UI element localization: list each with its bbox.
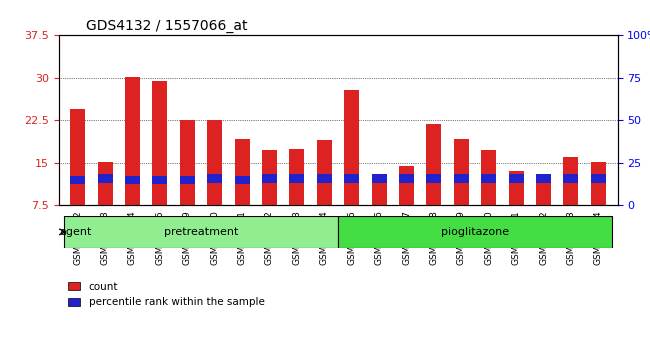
Bar <box>399 174 414 183</box>
Text: agent: agent <box>59 227 92 237</box>
Bar <box>180 120 195 205</box>
Bar <box>235 176 250 184</box>
Bar <box>508 174 524 183</box>
Bar <box>317 140 332 205</box>
Bar <box>64 216 338 248</box>
Bar <box>235 139 250 205</box>
Bar <box>426 174 441 183</box>
Bar <box>152 176 168 184</box>
Bar <box>152 81 168 205</box>
Bar <box>481 150 496 205</box>
Bar <box>399 166 414 205</box>
Bar <box>317 174 332 183</box>
Bar <box>372 183 387 205</box>
Bar <box>289 174 304 183</box>
Bar <box>262 150 277 205</box>
Bar <box>125 77 140 205</box>
Bar <box>536 174 551 205</box>
Bar <box>454 174 469 183</box>
Bar <box>372 174 387 183</box>
Bar <box>536 174 551 183</box>
Bar <box>98 162 112 205</box>
Legend: count, percentile rank within the sample: count, percentile rank within the sample <box>64 278 268 311</box>
Bar <box>70 176 85 184</box>
Bar <box>70 109 85 205</box>
Bar <box>508 171 524 205</box>
Text: pioglitazone: pioglitazone <box>441 227 509 237</box>
Bar <box>481 174 496 183</box>
Bar <box>262 174 277 183</box>
Bar <box>289 149 304 205</box>
Bar <box>564 174 578 183</box>
Bar <box>207 174 222 183</box>
Bar <box>344 174 359 183</box>
Bar <box>180 176 195 184</box>
Text: pretreatment: pretreatment <box>164 227 238 237</box>
Bar <box>207 120 222 205</box>
Bar <box>125 176 140 184</box>
Bar <box>344 90 359 205</box>
Bar <box>591 174 606 183</box>
Bar <box>426 124 441 205</box>
Text: GDS4132 / 1557066_at: GDS4132 / 1557066_at <box>86 19 248 33</box>
Bar <box>454 139 469 205</box>
Bar <box>591 162 606 205</box>
Bar <box>564 157 578 205</box>
Bar <box>338 216 612 248</box>
Bar <box>98 174 112 183</box>
